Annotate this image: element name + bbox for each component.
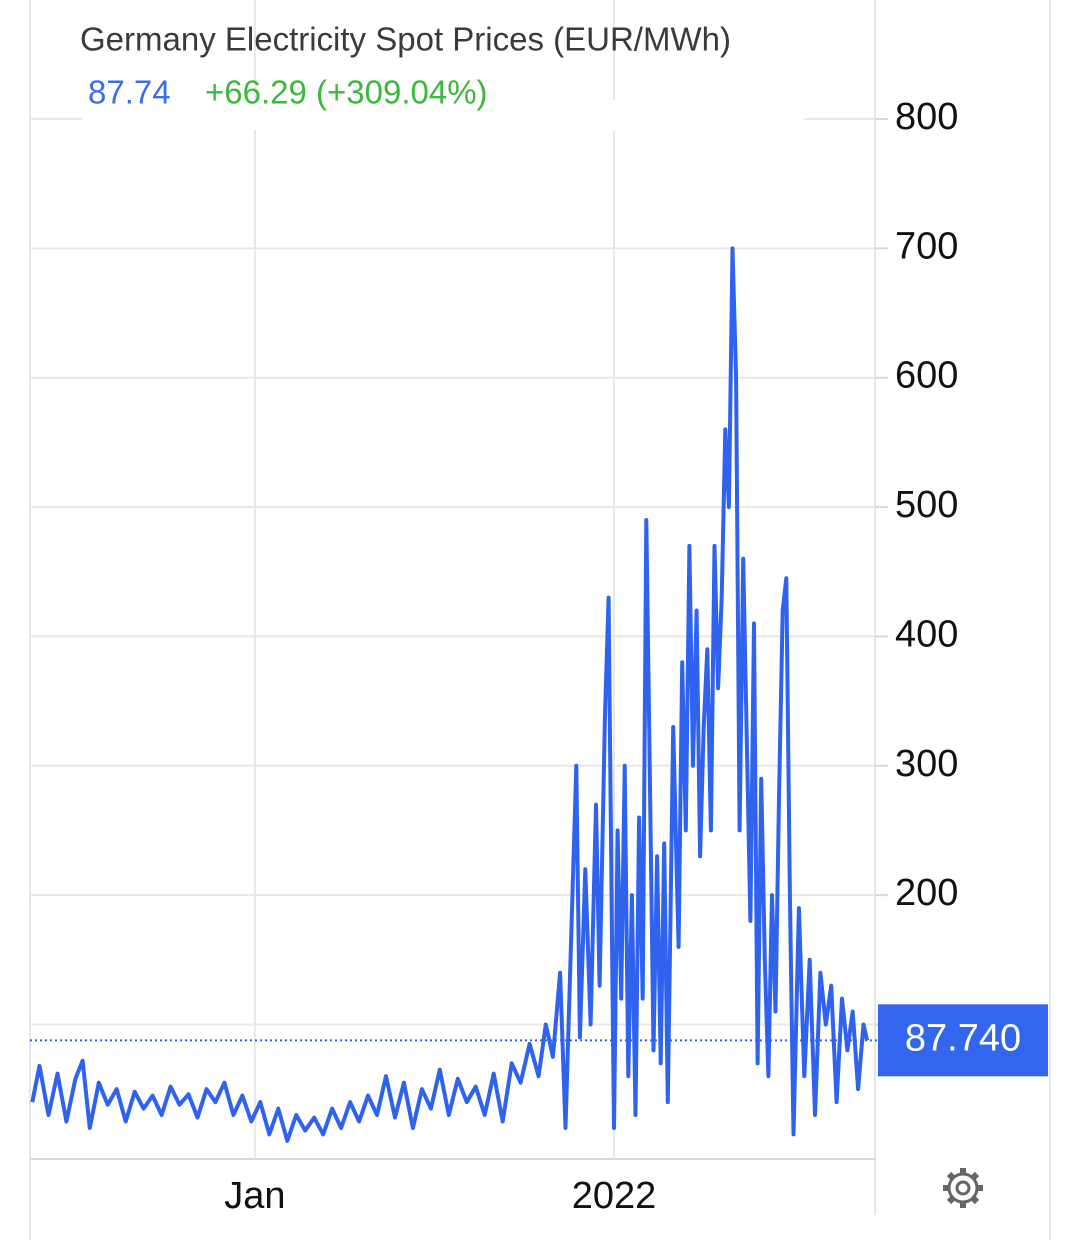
y-tick-label: 500: [895, 484, 958, 526]
plot: [30, 246, 870, 1143]
y-tick-label: 600: [895, 355, 958, 397]
gear-hub[interactable]: [955, 1180, 971, 1196]
settings-icon[interactable]: [943, 1168, 983, 1208]
y-tick-label: 300: [895, 743, 958, 785]
change: +66.29 (+309.04%): [205, 74, 488, 111]
x-tick-label: Jan: [224, 1175, 285, 1217]
header-backdrop: [82, 100, 804, 130]
y-tick-label: 200: [895, 872, 958, 914]
y-tick-label: 400: [895, 613, 958, 655]
overlay: 87.740: [30, 1004, 1048, 1077]
price-label: 87.740: [905, 1017, 1021, 1059]
price-line: [30, 246, 870, 1143]
grid: 100200300400500600700800Jan2022: [30, 0, 958, 1217]
y-tick-label: 800: [895, 96, 958, 138]
gear-ring[interactable]: [947, 1172, 979, 1204]
x-tick-label: 2022: [572, 1175, 657, 1217]
y-tick-label: 700: [895, 225, 958, 267]
price-box: [878, 1004, 1048, 1077]
gear-teeth[interactable]: [943, 1168, 983, 1208]
chart-title: Germany Electricity Spot Prices (EUR/MWh…: [80, 21, 731, 58]
last-value: 87.74: [88, 74, 171, 111]
